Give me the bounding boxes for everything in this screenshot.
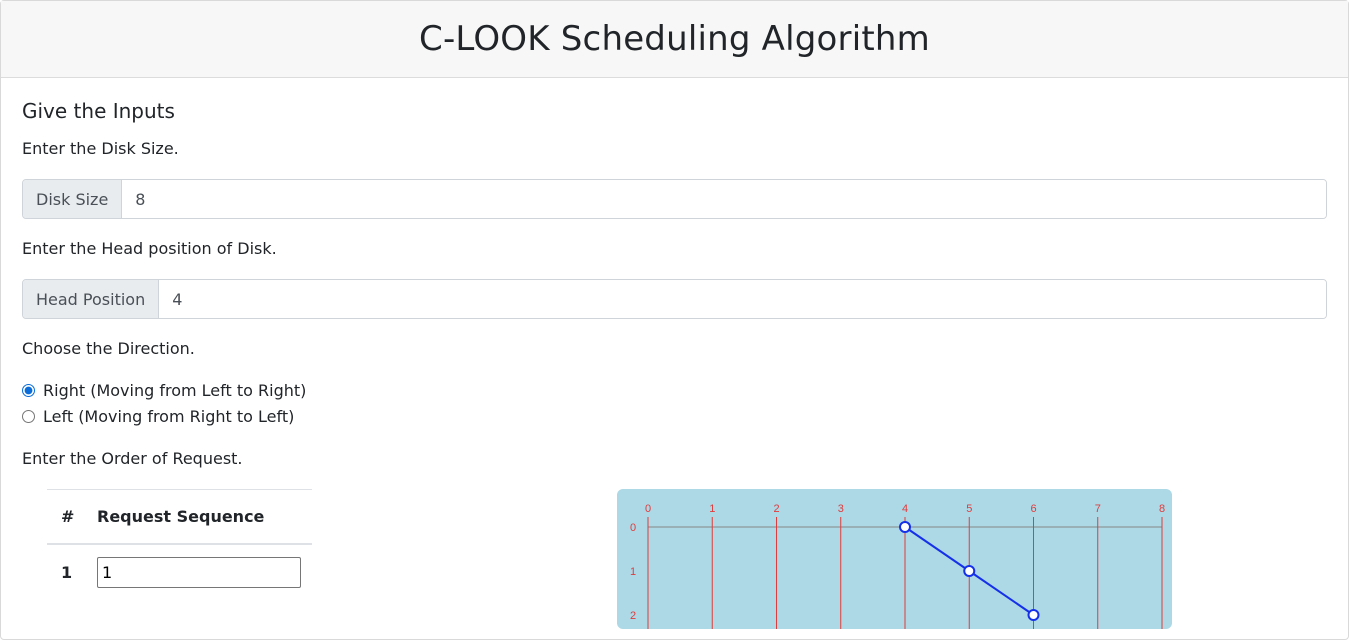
path-segment <box>968 570 1035 616</box>
direction-left-radio[interactable] <box>22 410 35 423</box>
row-input-cell <box>96 543 312 600</box>
disk-size-group: Disk Size <box>22 179 1327 219</box>
direction-right-radio[interactable] <box>22 384 35 397</box>
card-header: C-LOOK Scheduling Algorithm <box>1 1 1348 78</box>
x-tick-label: 3 <box>838 503 844 515</box>
x-tick-label: 4 <box>902 503 908 515</box>
head-position-group: Head Position <box>22 279 1327 319</box>
section-title: Give the Inputs <box>22 99 175 123</box>
head-position-prompt: Enter the Head position of Disk. <box>22 239 277 258</box>
x-tick-label: 0 <box>645 503 651 515</box>
x-tick-label: 1 <box>709 503 715 515</box>
direction-prompt: Choose the Direction. <box>22 339 195 358</box>
table-row: 1 <box>47 543 312 600</box>
direction-left-label: Left (Moving from Right to Left) <box>43 407 295 426</box>
order-prompt: Enter the Order of Request. <box>22 449 243 468</box>
direction-right-option[interactable]: Right (Moving from Left to Right) <box>22 381 306 400</box>
data-point <box>963 565 976 577</box>
y-tick-label: 0 <box>630 522 636 534</box>
head-position-label: Head Position <box>23 280 160 318</box>
row-index: 1 <box>47 543 96 600</box>
direction-left-option[interactable]: Left (Moving from Right to Left) <box>22 407 294 426</box>
direction-right-label: Right (Moving from Left to Right) <box>43 381 307 400</box>
y-tick-label: 1 <box>630 566 636 578</box>
x-tick-label: 6 <box>1030 503 1036 515</box>
head-position-input[interactable] <box>159 280 1326 318</box>
x-tick-label: 8 <box>1159 503 1165 515</box>
disk-size-label: Disk Size <box>23 180 123 218</box>
path-segment <box>904 526 970 572</box>
data-point <box>899 521 911 533</box>
x-tick-label: 5 <box>966 503 972 515</box>
x-tick-label: 2 <box>773 503 779 515</box>
table-header-row: # Request Sequence <box>47 489 312 545</box>
page-title: C-LOOK Scheduling Algorithm <box>419 19 930 59</box>
request-input[interactable] <box>97 556 301 588</box>
col-index-header: # <box>47 489 96 545</box>
request-table: # Request Sequence 1 <box>47 489 312 600</box>
disk-size-input[interactable] <box>122 180 1326 218</box>
col-request-header: Request Sequence <box>96 489 312 545</box>
disk-size-prompt: Enter the Disk Size. <box>22 139 179 158</box>
x-tick-label: 7 <box>1095 503 1101 515</box>
